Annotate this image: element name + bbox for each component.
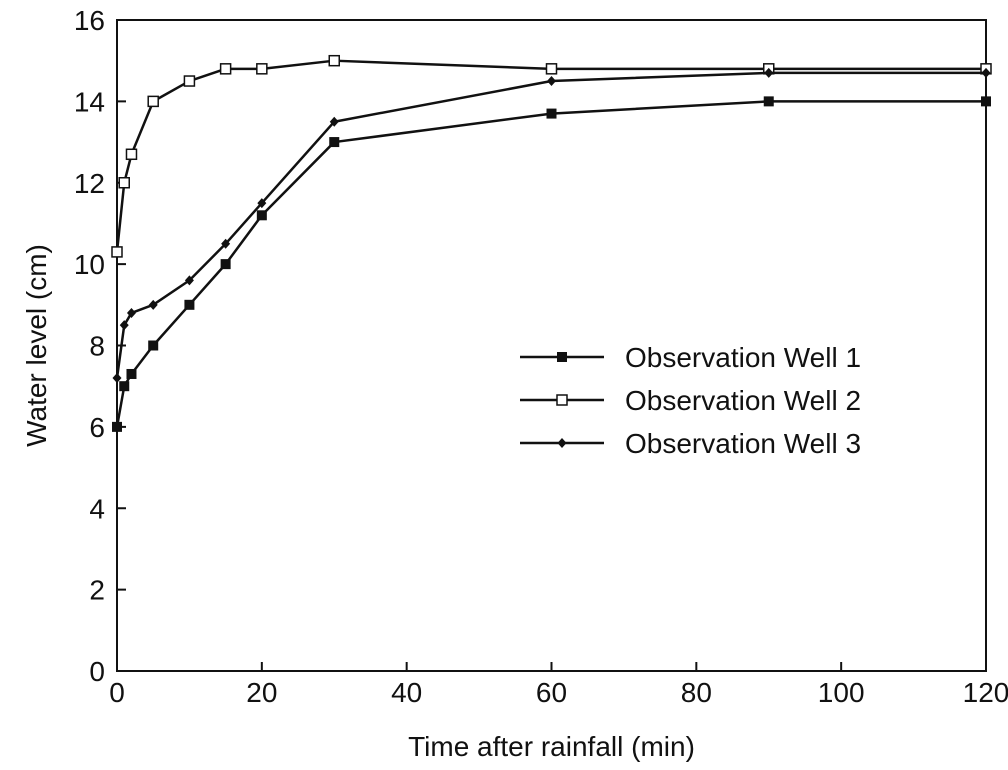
series-line [115, 71, 986, 379]
ticks: 0 20 40 60 80 100 120 0 2 4 6 8 10 12 14 16 [74, 5, 1008, 708]
y-tick-label: 6 [89, 412, 105, 443]
data-point [118, 177, 130, 189]
legend-marker [557, 438, 567, 448]
series-3 [112, 67, 991, 384]
data-point [147, 95, 159, 108]
data-point [981, 67, 991, 78]
data-point [257, 198, 267, 209]
legend-item: Observation Well 3 [520, 428, 861, 459]
data-point [184, 299, 195, 310]
series-lines [111, 54, 992, 432]
data-point [119, 320, 129, 331]
data-point [125, 148, 138, 161]
series-line [115, 59, 986, 253]
data-point [184, 275, 194, 286]
data-point [256, 63, 268, 75]
data-point [112, 373, 122, 384]
data-point [126, 307, 136, 318]
data-point [328, 54, 340, 67]
y-tick-label: 2 [89, 575, 105, 606]
data-point [183, 75, 196, 87]
legend-marker [557, 352, 567, 362]
data-point [763, 96, 774, 107]
x-tick-label: 100 [818, 677, 865, 708]
x-tick-label: 60 [536, 677, 567, 708]
data-point [111, 246, 123, 258]
legend-label: Observation Well 3 [625, 428, 861, 459]
data-point [547, 76, 556, 87]
data-point [764, 67, 774, 78]
series-2 [111, 54, 992, 258]
data-point [148, 299, 158, 310]
legend: Observation Well 1 Observation Well 2 Obse… [520, 342, 861, 459]
data-point [981, 96, 991, 107]
data-point [220, 259, 231, 270]
data-point [256, 210, 267, 221]
y-tick-label: 16 [74, 5, 105, 36]
x-axis-title: Time after rainfall (min) [408, 731, 695, 762]
x-tick-label: 120 [963, 677, 1008, 708]
legend-item: Observation Well 1 [520, 342, 861, 373]
data-point [546, 108, 557, 119]
y-tick-label: 12 [74, 168, 105, 199]
data-point [219, 63, 232, 75]
x-tick-label: 0 [109, 677, 125, 708]
legend-label: Observation Well 2 [625, 385, 861, 416]
series-line [115, 100, 986, 428]
data-point [329, 116, 339, 127]
y-tick-label: 8 [89, 331, 105, 362]
y-tick-label: 14 [74, 86, 105, 117]
series-1 [112, 96, 991, 432]
data-point [329, 137, 340, 148]
data-point [545, 63, 558, 75]
data-point [126, 368, 137, 379]
y-tick-label: 10 [74, 249, 105, 280]
legend-marker [556, 394, 568, 406]
data-point [221, 238, 231, 249]
data-point [112, 421, 122, 432]
legend-label: Observation Well 1 [625, 342, 861, 373]
x-tick-label: 40 [391, 677, 422, 708]
y-tick-label: 0 [89, 656, 105, 687]
x-tick-label: 80 [681, 677, 712, 708]
legend-item: Observation Well 2 [520, 385, 861, 416]
data-point [119, 381, 130, 392]
data-point [148, 340, 159, 351]
x-tick-label: 20 [246, 677, 277, 708]
y-tick-label: 4 [89, 493, 105, 524]
y-axis-title: Water level (cm) [21, 244, 52, 447]
